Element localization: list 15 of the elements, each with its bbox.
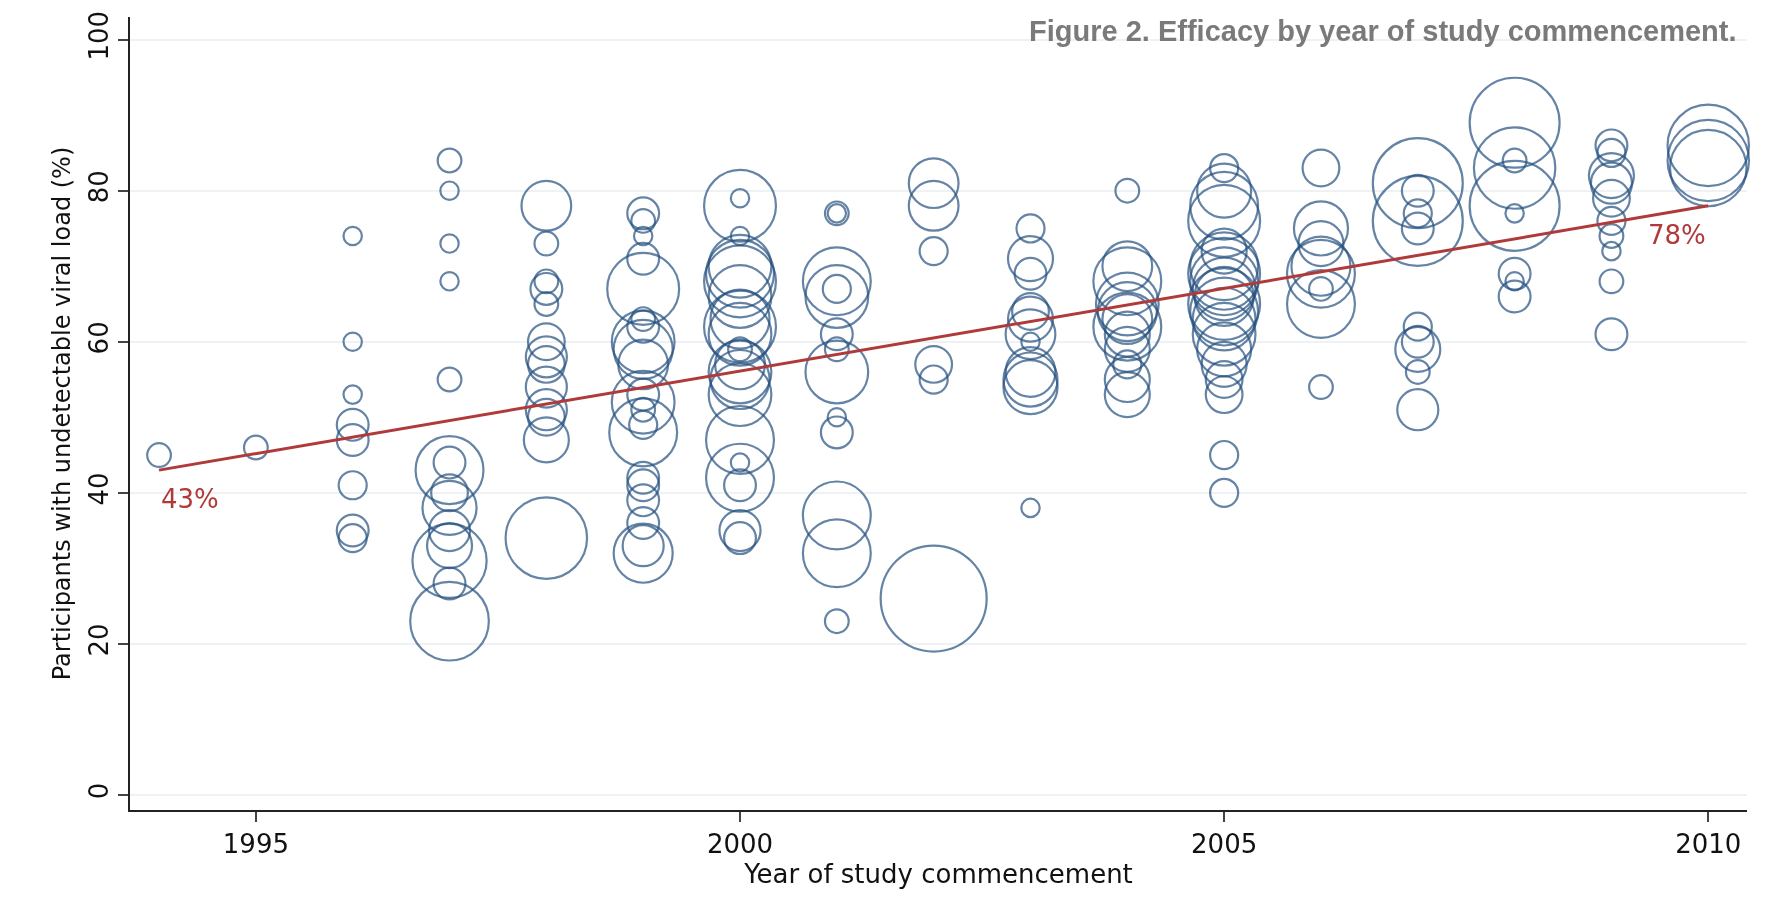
y-axis-title: Participants with undetectable viral load (%) [48,146,77,681]
annotation: 43% [161,484,219,514]
x-tick-label: 1995 [222,829,289,860]
y-tick-label: 0 [83,782,114,800]
y-tick-label: 20 [83,623,114,657]
y-tick-label: 100 [83,10,114,61]
y-tick-label: 80 [83,170,114,204]
x-tick-label: 2000 [706,829,774,860]
x-tick-label: 2005 [1191,829,1258,860]
y-tick-label: 40 [83,472,114,506]
chart-title: Figure 2. Efficacy by year of study commencement. [1029,15,1737,47]
annotation: 78% [1648,220,1706,250]
x-axis-title: Year of study commencement [743,859,1133,890]
x-tick-label: 2010 [1675,829,1742,860]
y-tick-label: 60 [83,321,114,355]
